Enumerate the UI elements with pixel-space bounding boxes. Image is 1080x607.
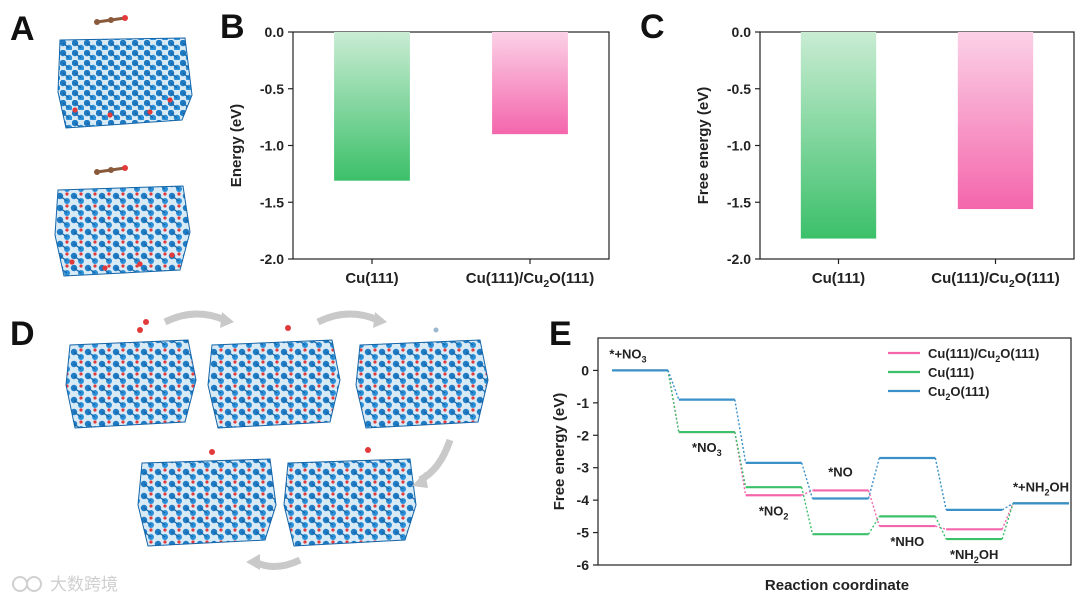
chart-c-category-cu111: Cu(111)	[812, 270, 865, 287]
chart-b-category-cu111: Cu(111)	[345, 270, 398, 287]
chart-e-legend-label: Cu(111)	[928, 365, 974, 380]
chart-c-ylabel: Free energy (eV)	[695, 87, 712, 205]
chart-b-adsorption-energy: 0.0-0.5-1.0-1.5-2.0 Energy (eV) Cu(111) …	[228, 24, 610, 290]
chart-b-category-cu111-cu2o111: Cu(111)/Cu2O(111)	[466, 270, 594, 290]
panel-label-e: E	[549, 315, 572, 353]
pathway-structure-3	[355, 327, 489, 429]
chart-e-legend-label: Cu2O(111)	[928, 384, 989, 402]
chart-e-connector-cu-111-cu2o-111	[734, 431, 747, 496]
panel-label-a: A	[10, 10, 35, 48]
chart-e-connector-cu-111	[934, 516, 947, 540]
panel-d-reaction-pathway	[65, 310, 489, 570]
chartB-bar-cu111-cu2o111	[492, 32, 568, 135]
chartB-ytick-label: -2.0	[260, 251, 284, 267]
chart-e-connector-cu2o-111	[934, 457, 947, 511]
chart-e-stage-label: *NO2	[759, 503, 789, 521]
chart-e-connector-cu-111-cu2o-111	[1001, 503, 1014, 530]
chart-e-connector-cu2o-111	[734, 399, 747, 463]
pathway-structure-1	[65, 319, 197, 429]
chartC-ytick-label: -1.0	[727, 138, 751, 154]
chart-e-ytick-label: -6	[577, 557, 590, 573]
chart-e-stage-label: *NO3	[692, 440, 722, 458]
chart-e-legend: Cu(111)/Cu2O(111)Cu(111) Cu2O(111)	[888, 346, 1039, 402]
panel-label-b: B	[220, 8, 245, 46]
chartC-bar-cu111-cu2o111	[957, 32, 1034, 210]
chart-e-legend-label: Cu(111)/Cu2O(111)	[928, 346, 1039, 364]
chartB-bar-cu111	[334, 32, 410, 181]
chart-e-frame	[597, 337, 1072, 566]
chart-c-category-cu111-cu2o111: Cu(111)/Cu2O(111)	[931, 270, 1059, 290]
pathway-structure-2	[207, 325, 341, 429]
chartB-ytick-label: -0.5	[260, 81, 284, 97]
chart-e-connector-cu-111	[667, 370, 680, 433]
chart-e-connector-cu-111	[800, 487, 814, 535]
chartC-ytick-label: -1.5	[727, 194, 751, 210]
chart-e-free-energy-diagram: 0 -1 -2 -3 -4 -5 -6 Free energy (eV) Reaction …	[551, 337, 1072, 594]
pathway-structure-5	[283, 447, 417, 547]
chart-e-connector-cu-111	[734, 431, 747, 488]
chart-e-ytick-label: -4	[577, 492, 590, 508]
chart-e-connector-cu-111-cu2o-111	[867, 490, 881, 527]
watermark-text: 大数跨境	[50, 575, 118, 595]
chart-e-ytick-label: -5	[577, 525, 590, 541]
chart-e-ytick-label: -1	[577, 395, 590, 411]
arrow-step-1	[163, 310, 227, 326]
watermark: 大数跨境	[12, 575, 118, 595]
chartB-ytick-label: -1.0	[260, 138, 284, 154]
chart-e-stage-label: *NHO	[890, 534, 924, 549]
chart-e-stage-label: *+NH2OH	[1013, 479, 1069, 497]
chartB-ytick-label: 0.0	[265, 24, 285, 40]
slab-structure-cu111-cu2o111	[54, 165, 191, 277]
watermark-logo-icon	[12, 576, 28, 592]
chartC-ytick-label: -0.5	[727, 81, 751, 97]
chart-e-ytick-label: -3	[577, 460, 590, 476]
chart-e-stage-label: *+NO3	[609, 346, 646, 364]
chart-b-ylabel: Energy (eV)	[228, 104, 245, 187]
slab-structure-cu111	[57, 15, 193, 129]
arrow-step-4	[253, 556, 302, 570]
chart-e-ytick-label: 0	[581, 362, 589, 378]
panel-a-structures	[54, 15, 193, 277]
chart-e-stage-label: *NO	[828, 464, 853, 479]
chart-e-ytick-label: -2	[577, 427, 590, 443]
chart-e-connector-cu2o-111	[867, 457, 881, 499]
chart-e-connector-cu-111	[867, 515, 880, 535]
panel-label-d: D	[10, 315, 35, 353]
chart-e-ylabel: Free energy (eV)	[551, 393, 568, 511]
chartB-ytick-label: -1.5	[260, 194, 284, 210]
pathway-structure-4	[137, 449, 277, 547]
chartC-ytick-label: -2.0	[727, 251, 751, 267]
chart-e-stage-label: *NH2OH	[950, 547, 998, 565]
chart-e-xlabel: Reaction coordinate	[765, 577, 909, 594]
chart-c-free-energy: 0.0 -0.5 -1.0 -1.5 -2.0 Free energy (eV) Cu(…	[695, 24, 1075, 290]
chart-e-connector-cu2o-111	[667, 370, 680, 400]
panel-label-c: C	[640, 8, 665, 46]
arrow-step-2	[316, 310, 380, 326]
chartC-bar-cu111	[800, 32, 877, 239]
chartC-ytick-label: 0.0	[732, 24, 752, 40]
